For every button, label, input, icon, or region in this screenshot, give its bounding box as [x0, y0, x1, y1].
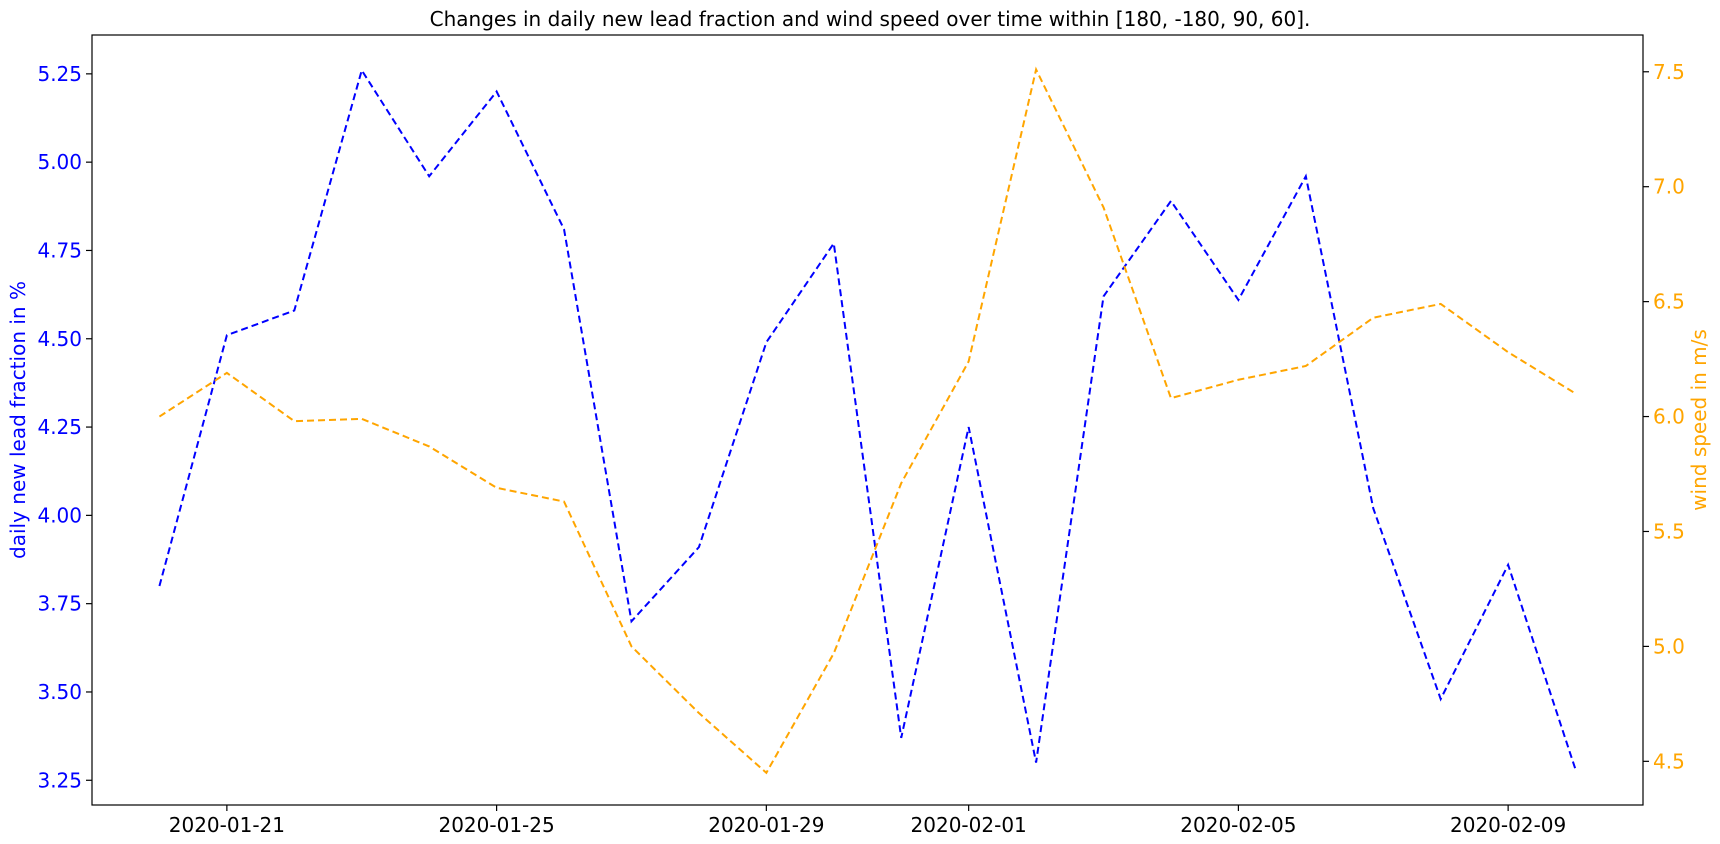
chart-title: Changes in daily new lead fraction and w…	[430, 7, 1311, 31]
left-tick-label: 3.75	[37, 592, 82, 616]
left-tick-label: 5.25	[37, 62, 82, 86]
right-y-axis: 4.5 5.0 5.5 6.0 6.5 7.0 7.5	[1643, 60, 1685, 773]
right-tick-label: 7.5	[1653, 60, 1685, 84]
left-tick-label: 3.50	[37, 680, 82, 704]
left-tick-label: 4.50	[37, 327, 82, 351]
right-tick-label: 7.0	[1653, 175, 1685, 199]
left-y-axis: 3.25 3.50 3.75 4.00 4.25 4.50 4.75 5.00 5.25	[37, 62, 92, 792]
series-line-lead-fraction	[158, 67, 1577, 770]
right-tick-label: 6.5	[1653, 290, 1685, 314]
x-tick-label: 2020-02-05	[1180, 813, 1296, 837]
left-tick-label: 4.25	[37, 415, 82, 439]
right-tick-label: 4.5	[1653, 749, 1685, 773]
series-line-wind-speed	[158, 66, 1577, 775]
left-tick-label: 4.00	[37, 503, 82, 527]
left-tick-label: 4.75	[37, 238, 82, 262]
x-tick-label: 2020-01-29	[708, 813, 824, 837]
right-tick-label: 6.0	[1653, 405, 1685, 429]
left-tick-label: 5.00	[37, 150, 82, 174]
right-tick-label: 5.5	[1653, 519, 1685, 543]
plot-frame	[91, 34, 1644, 806]
right-tick-label: 5.0	[1653, 634, 1685, 658]
left-axis-label: daily new lead fraction in %	[6, 281, 30, 559]
x-tick-label: 2020-01-21	[169, 813, 285, 837]
x-axis: 2020-01-21 2020-01-25 2020-01-29 2020-02-01…	[169, 805, 1566, 837]
left-tick-label: 3.25	[37, 768, 82, 792]
right-axis-label: wind speed in m/s	[1687, 329, 1711, 511]
x-tick-label: 2020-02-09	[1450, 813, 1566, 837]
x-tick-label: 2020-02-01	[911, 813, 1027, 837]
series-layer	[158, 66, 1577, 775]
x-tick-label: 2020-01-25	[438, 813, 554, 837]
